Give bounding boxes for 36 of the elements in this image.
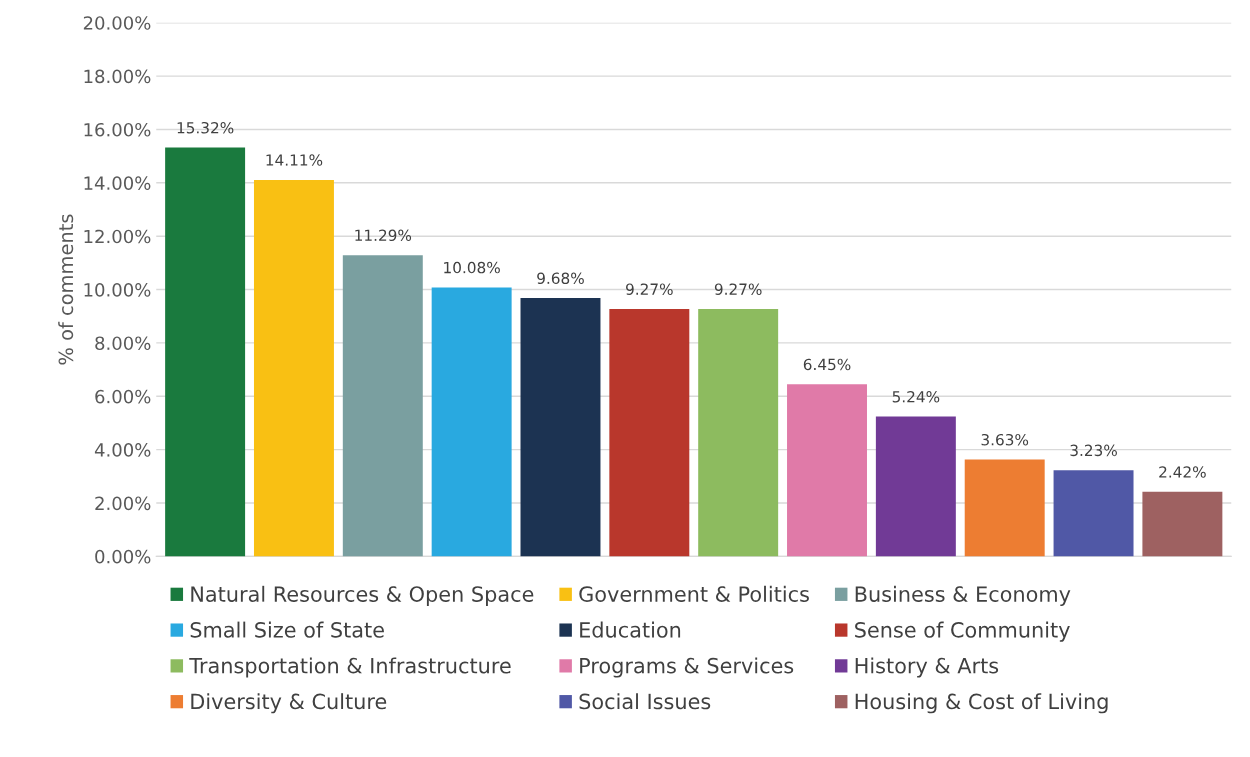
legend-label: History & Arts — [855, 657, 999, 678]
y-tick-label: 2.00% — [95, 496, 151, 511]
y-tick-label: 16.00% — [84, 122, 151, 137]
data-label: 9.68% — [537, 272, 584, 285]
y-tick-label: 10.00% — [84, 283, 151, 297]
data-label: 5.24% — [892, 390, 940, 403]
y-tick-label: 6.00% — [95, 389, 151, 404]
legend-label: Government & Politics — [579, 585, 809, 602]
y-axis-title: % of comments — [58, 214, 74, 365]
legend-label: Transportation & Infrastructure — [189, 657, 511, 678]
legend-label: Social Issues — [579, 693, 711, 710]
data-label: 10.08% — [444, 261, 500, 274]
y-tick-label: 18.00% — [84, 69, 151, 84]
data-label: 14.11% — [266, 154, 323, 166]
legend-label: Business & Economy — [855, 585, 1071, 606]
y-tick-label: 12.00% — [84, 229, 151, 244]
y-tick-label: 14.00% — [84, 176, 151, 190]
legend-label: Natural Resources & Open Space — [191, 585, 534, 606]
y-tick-label: 4.00% — [94, 443, 151, 457]
data-label: 3.63% — [981, 433, 1029, 446]
data-label: 6.45% — [803, 358, 851, 371]
legend-label: Education — [580, 621, 681, 638]
data-label: 15.32% — [177, 121, 234, 134]
legend-label: Housing & Cost of Living — [855, 693, 1108, 714]
data-label: 2.42% — [1159, 466, 1206, 478]
data-label: 9.27% — [714, 283, 762, 295]
data-label: 3.23% — [1070, 444, 1117, 457]
legend-label: Sense of Community — [855, 621, 1070, 642]
data-label: 9.27% — [626, 283, 673, 295]
legend-label: Programs & Services — [580, 657, 794, 678]
legend-label: Small Size of State — [190, 621, 384, 638]
legend-label: Diversity & Culture — [191, 693, 387, 714]
y-tick-label: 20.00% — [83, 16, 151, 30]
y-tick-label: 0.00% — [95, 549, 151, 564]
data-label: 11.29% — [355, 229, 412, 242]
y-tick-label: 8.00% — [95, 336, 151, 351]
